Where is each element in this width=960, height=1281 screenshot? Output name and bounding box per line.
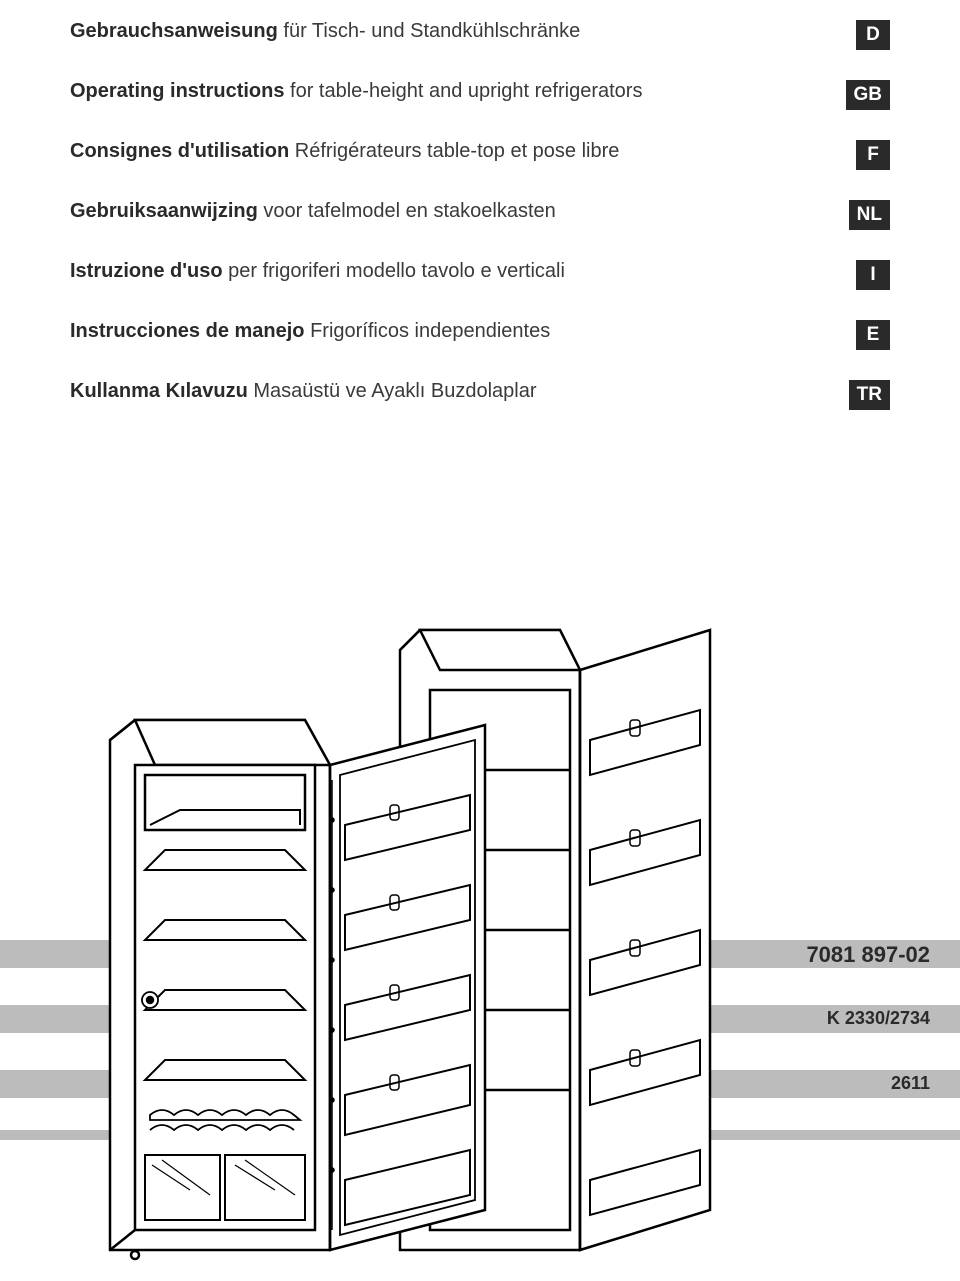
lang-title: Instrucciones de manejo [70, 320, 305, 342]
model-number-2: 2611 [891, 1073, 930, 1094]
illustration-area: 7081 897-02 K 2330/2734 2611 [0, 570, 960, 1281]
lang-row-gb: Operating instructions for table-height … [70, 78, 890, 110]
model-number-1: K 2330/2734 [827, 1008, 930, 1029]
lang-text: Gebrauchsanweisung für Tisch- und Standk… [70, 18, 580, 44]
lang-title: Kullanma Kılavuzu [70, 380, 248, 402]
lang-text: Gebruiksaanwijzing voor tafelmodel en st… [70, 198, 556, 224]
lang-desc: für Tisch- und Standkühlschränke [278, 20, 580, 42]
lang-row-f: Consignes d'utilisation Réfrigérateurs t… [70, 138, 890, 170]
lang-desc: Frigoríficos independientes [305, 320, 551, 342]
lang-text: Kullanma Kılavuzu Masaüstü ve Ayaklı Buz… [70, 378, 537, 404]
lang-text: Istruzione d'uso per frigoriferi modello… [70, 258, 565, 284]
lang-badge-e: E [856, 320, 890, 350]
doc-number: 7081 897-02 [806, 942, 930, 968]
lang-badge-f: F [856, 140, 890, 170]
lang-desc: Réfrigérateurs table-top et pose libre [289, 140, 619, 162]
lang-badge-i: I [856, 260, 890, 290]
lang-row-i: Istruzione d'uso per frigoriferi modello… [70, 258, 890, 290]
lang-desc: voor tafelmodel en stakoelkasten [258, 200, 556, 222]
lang-row-nl: Gebruiksaanwijzing voor tafelmodel en st… [70, 198, 890, 230]
lang-badge-d: D [856, 20, 890, 50]
fridge-front-illustration [90, 670, 520, 1280]
lang-text: Operating instructions for table-height … [70, 78, 642, 104]
language-list: Gebrauchsanweisung für Tisch- und Standk… [70, 18, 890, 438]
lang-row-e: Instrucciones de manejo Frigoríficos ind… [70, 318, 890, 350]
lang-title: Gebrauchsanweisung [70, 20, 278, 42]
lang-desc: for table-height and upright refrigerato… [284, 80, 642, 102]
lang-desc: Masaüstü ve Ayaklı Buzdolaplar [248, 380, 537, 402]
lang-text: Instrucciones de manejo Frigoríficos ind… [70, 318, 550, 344]
lang-badge-gb: GB [846, 80, 891, 110]
lang-row-de: Gebrauchsanweisung für Tisch- und Standk… [70, 18, 890, 50]
lang-title: Gebruiksaanwijzing [70, 200, 258, 222]
lang-title: Operating instructions [70, 80, 284, 102]
lang-row-tr: Kullanma Kılavuzu Masaüstü ve Ayaklı Buz… [70, 378, 890, 410]
lang-badge-nl: NL [849, 200, 890, 230]
lang-badge-tr: TR [849, 380, 890, 410]
lang-desc: per frigoriferi modello tavolo e vertica… [223, 260, 565, 282]
lang-text: Consignes d'utilisation Réfrigérateurs t… [70, 138, 619, 164]
lang-title: Istruzione d'uso [70, 260, 223, 282]
lang-title: Consignes d'utilisation [70, 140, 289, 162]
